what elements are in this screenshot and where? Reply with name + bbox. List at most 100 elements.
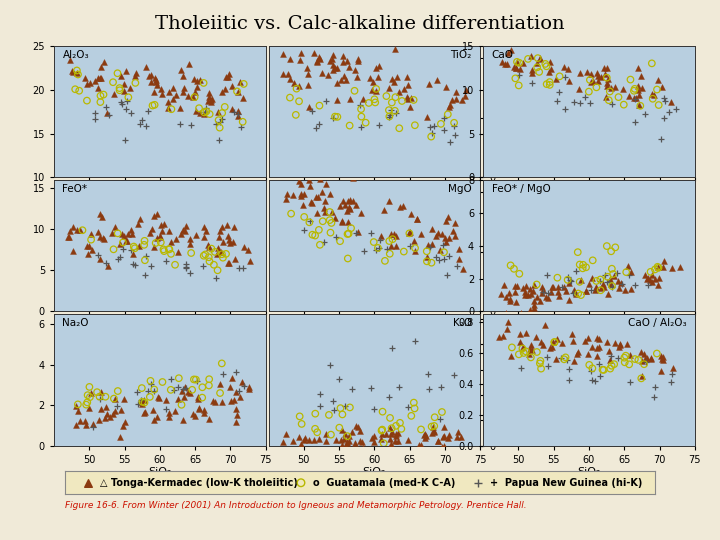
Point [356, 112, 367, 121]
Point [531, 348, 543, 356]
Point [606, 247, 617, 255]
Point [302, 436, 314, 444]
Point [163, 98, 174, 106]
Point [628, 94, 639, 103]
Point [598, 366, 610, 374]
Point [302, 64, 313, 73]
Point [202, 96, 213, 105]
Point [658, 256, 670, 265]
Point [81, 242, 92, 251]
Point [320, 96, 331, 105]
Point [443, 103, 454, 111]
Point [603, 289, 614, 298]
Point [423, 384, 435, 393]
Point [295, 180, 307, 188]
Text: CaO: CaO [492, 50, 513, 60]
Point [605, 364, 616, 373]
Point [148, 406, 159, 414]
Point [290, 111, 302, 119]
Point [564, 275, 576, 284]
Point [440, 238, 451, 246]
Point [524, 285, 536, 294]
Point [505, 261, 516, 269]
Point [360, 118, 372, 127]
Point [204, 375, 215, 383]
Point [119, 417, 130, 426]
Point [592, 344, 603, 353]
Point [656, 135, 667, 144]
Point [343, 204, 355, 213]
Point [442, 434, 454, 442]
Point [640, 358, 652, 367]
Point [419, 434, 431, 443]
Point [151, 210, 163, 218]
Point [318, 204, 330, 212]
Point [230, 404, 242, 413]
Point [172, 394, 184, 403]
Point [326, 55, 338, 64]
Point [556, 354, 567, 363]
Point [84, 403, 95, 412]
Point [299, 436, 310, 444]
Point [194, 404, 205, 413]
Point [225, 238, 236, 247]
Point [436, 408, 448, 416]
Point [72, 70, 84, 79]
Point [448, 371, 459, 380]
Point [604, 87, 616, 96]
Point [180, 221, 192, 230]
Point [503, 49, 514, 57]
Point [148, 212, 160, 220]
Point [171, 234, 182, 243]
Point [452, 428, 464, 436]
Point [144, 393, 156, 401]
Point [347, 197, 359, 206]
Point [94, 74, 105, 83]
Point [524, 345, 536, 353]
Point [109, 394, 121, 403]
Point [356, 123, 367, 132]
Point [118, 80, 130, 89]
Point [505, 296, 516, 305]
Point [437, 241, 449, 249]
Point [86, 235, 97, 244]
Point [508, 63, 520, 71]
Point [333, 423, 345, 432]
Point [438, 126, 449, 134]
Point [374, 62, 385, 70]
Point [63, 233, 74, 242]
Point [500, 312, 511, 321]
Point [203, 414, 215, 423]
Point [625, 75, 636, 84]
Point [234, 393, 246, 401]
Point [287, 191, 299, 199]
Point [154, 232, 166, 241]
Point [526, 346, 537, 354]
Point [443, 252, 454, 260]
Point [184, 235, 196, 244]
Point [369, 437, 380, 446]
Point [366, 384, 377, 393]
Point [117, 238, 129, 247]
Point [176, 387, 187, 395]
Point [354, 101, 366, 110]
Point [564, 279, 575, 287]
Point [81, 96, 93, 105]
Point [448, 227, 459, 235]
Point [226, 105, 238, 113]
Point [314, 55, 325, 64]
Point [94, 392, 105, 401]
Point [136, 384, 148, 393]
Point [443, 213, 454, 221]
Point [71, 226, 83, 235]
Point [584, 76, 595, 84]
Point [404, 242, 415, 251]
Point [336, 217, 348, 226]
Point [129, 244, 140, 253]
Point [367, 78, 379, 87]
Point [325, 219, 337, 227]
Point [513, 81, 524, 90]
Point [343, 203, 354, 212]
Point [180, 263, 192, 272]
Point [212, 266, 223, 275]
